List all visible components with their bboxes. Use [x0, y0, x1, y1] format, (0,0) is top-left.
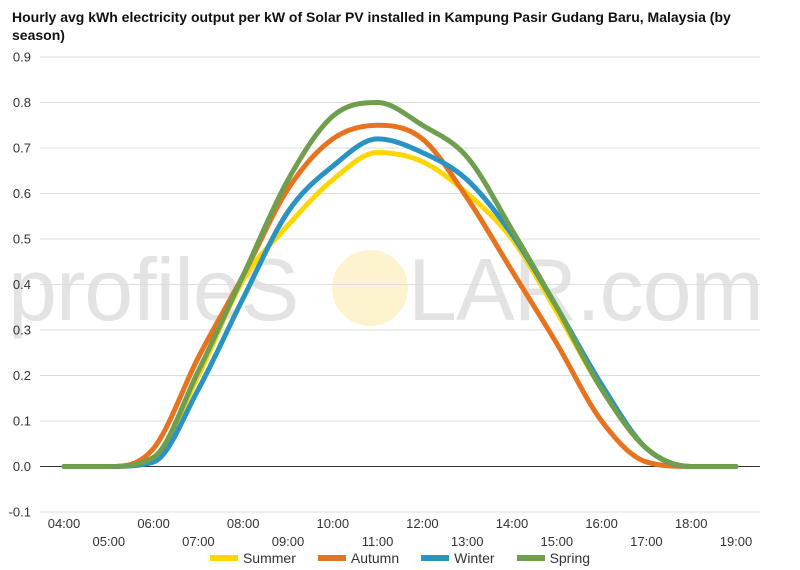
y-tick-label: 0.4 [13, 277, 31, 292]
x-tick-label: 19:00 [720, 534, 753, 549]
x-tick-label: 05:00 [93, 534, 126, 549]
legend-label-autumn: Autumn [350, 550, 400, 566]
y-tick-label: 0.2 [13, 368, 31, 383]
legend-swatch-summer [209, 555, 238, 561]
series-lines [61, 100, 739, 469]
legend-item-summer[interactable]: Summer [209, 549, 296, 567]
y-tick-label: 0.1 [13, 414, 31, 429]
y-tick-label: 0.0 [13, 459, 31, 474]
x-tick-label: 10:00 [317, 516, 350, 531]
series-line-autumn [61, 122, 739, 469]
x-tick-label: 18:00 [675, 516, 708, 531]
series-line-winter [61, 136, 739, 469]
y-tick-label: 0.9 [13, 50, 31, 65]
x-tick-label: 09:00 [272, 534, 305, 549]
chart-legend: Summer Autumn Winter Spring [0, 549, 800, 567]
x-axis-ticks: 04:00 05:00 06:00 07:00 08:00 09:00 10:00 11:00… [48, 516, 753, 549]
y-tick-label: 0.3 [13, 323, 31, 338]
legend-label-winter: Winter [454, 550, 495, 566]
chart-title: Hourly avg kWh electricity output per kW… [12, 9, 731, 43]
x-tick-label: 16:00 [585, 516, 618, 531]
x-tick-label: 11:00 [362, 534, 394, 549]
legend-swatch-autumn [317, 555, 346, 561]
y-tick-label: 0.5 [13, 232, 31, 247]
x-tick-label: 15:00 [541, 534, 574, 549]
x-tick-label: 06:00 [137, 516, 170, 531]
x-tick-label: 12:00 [406, 516, 439, 531]
legend-item-spring[interactable]: Spring [516, 549, 591, 567]
legend-item-winter[interactable]: Winter [421, 549, 495, 567]
y-tick-label: -0.1 [9, 505, 31, 520]
series-line-summer [61, 150, 739, 469]
series-line-spring [61, 100, 739, 469]
grid-lines [40, 56, 760, 513]
legend-label-summer: Summer [242, 550, 296, 566]
x-tick-label: 08:00 [227, 516, 260, 531]
legend-swatch-spring [516, 555, 545, 561]
legend-label-spring: Spring [549, 550, 591, 566]
y-tick-label: 0.6 [13, 186, 31, 201]
x-tick-label: 17:00 [630, 534, 663, 549]
y-axis-ticks: -0.1 0.0 0.1 0.2 0.3 0.4 0.5 0.6 0.7 0.8 0.9 [9, 50, 31, 520]
x-tick-label: 14:00 [496, 516, 529, 531]
x-tick-label: 04:00 [48, 516, 81, 531]
legend-item-autumn[interactable]: Autumn [317, 549, 400, 567]
y-tick-label: 0.7 [13, 141, 31, 156]
legend-swatch-winter [421, 555, 450, 561]
y-tick-label: 0.8 [13, 95, 31, 110]
x-tick-label: 13:00 [451, 534, 484, 549]
x-tick-label: 07:00 [182, 534, 215, 549]
